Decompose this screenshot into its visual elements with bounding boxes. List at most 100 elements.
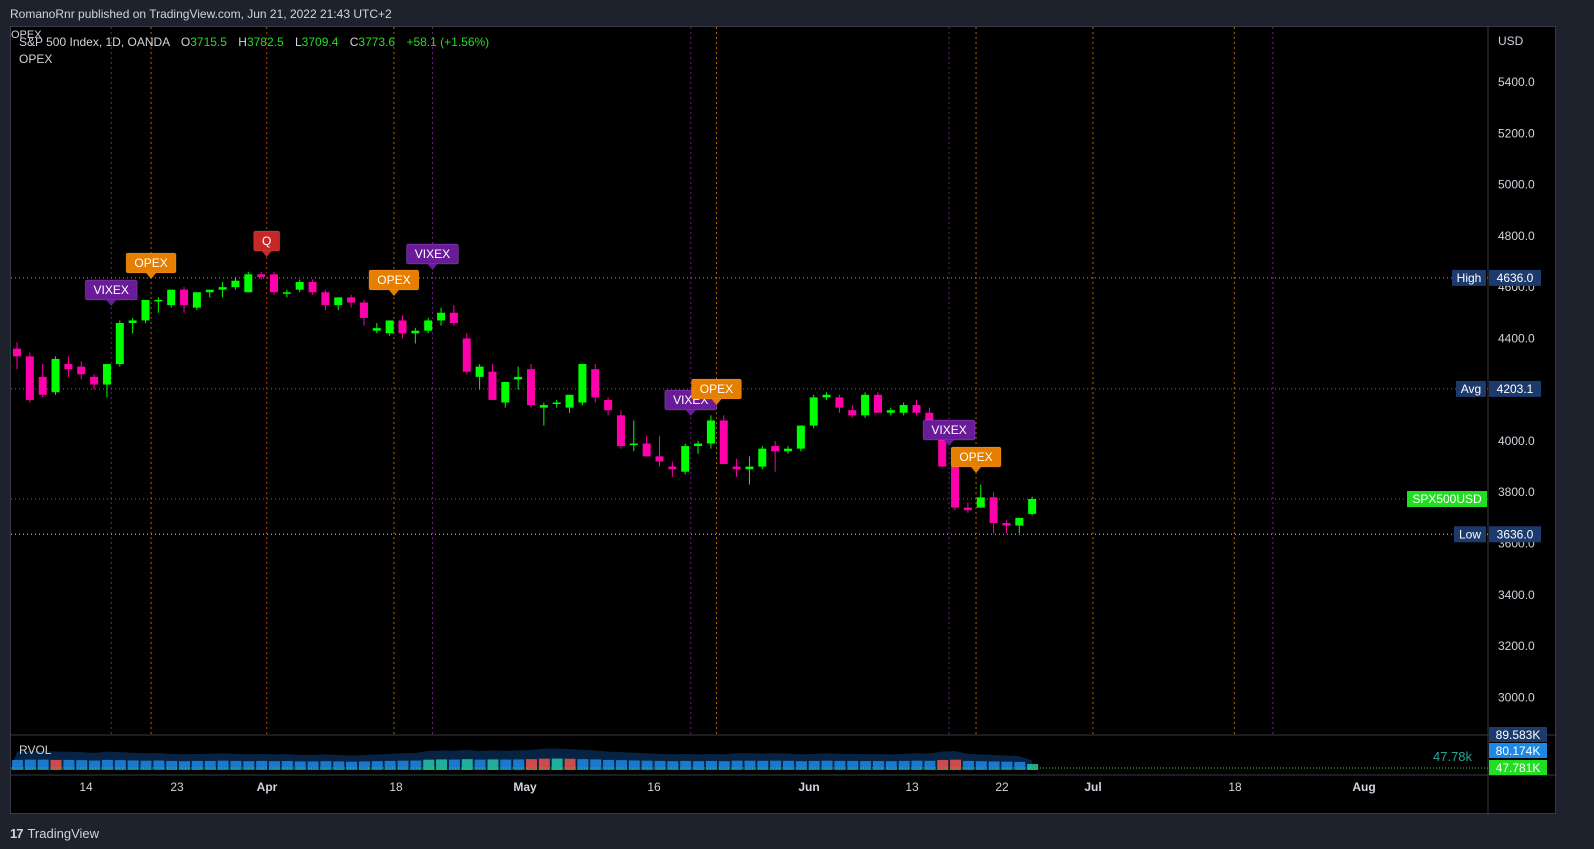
candle-body	[424, 320, 433, 331]
volume-bar	[127, 760, 139, 770]
candle-body	[822, 394, 831, 398]
event-vertical-lines	[110, 27, 1274, 735]
volume-bar	[1014, 761, 1026, 770]
legend-overlap-text: OPEX	[11, 29, 42, 41]
price-tick-label: 4000.0	[1498, 434, 1535, 448]
candle-body	[694, 443, 703, 447]
candle-body	[848, 410, 857, 416]
time-axis-label: Apr	[257, 780, 278, 794]
volume-bar	[307, 761, 319, 770]
candle-body	[321, 292, 330, 306]
candle-body	[565, 394, 574, 408]
volume-bar	[89, 760, 101, 770]
volume-bar	[12, 759, 23, 770]
volume-bar	[744, 760, 756, 770]
last-price-tag: SPX500USD	[1412, 492, 1482, 506]
volume-bar	[320, 761, 332, 770]
published-header: RomanoRnr published on TradingView.com, …	[10, 7, 392, 21]
volume-axis-label: 80.174K	[1496, 744, 1541, 758]
volume-bar	[269, 761, 280, 770]
volume-bar	[860, 761, 872, 770]
level-value-bg	[1489, 526, 1541, 543]
legend-ohlc: S&P 500 Index, 1D, OANDA O3715.5 H3782.5…	[19, 35, 489, 49]
event-badge-label: VIXEX	[415, 247, 450, 261]
time-axis[interactable]: 14 23 Apr 18 May 16 Jun 13 22 Jul 18 Aug	[79, 780, 1375, 794]
candle-body	[437, 312, 446, 321]
volume-bar	[718, 761, 730, 770]
volume-axis-bg	[1489, 760, 1547, 775]
candle-body	[668, 466, 677, 470]
volume-bar	[500, 759, 512, 770]
volume-bar	[628, 760, 640, 770]
volume-bar	[397, 760, 409, 770]
level-value-avg: 4203.1	[1497, 382, 1534, 396]
level-tag-bg	[1452, 269, 1486, 286]
candle-body	[963, 507, 972, 511]
indicator-label[interactable]: OPEX	[19, 52, 52, 66]
candle-body	[1015, 517, 1024, 526]
volume-bar	[603, 759, 615, 770]
volume-bar	[230, 760, 242, 770]
volume-bar	[37, 759, 49, 770]
legend-high: 3782.5	[247, 35, 284, 49]
volume-bar	[436, 759, 448, 770]
candle-body	[976, 497, 985, 508]
volume-axis-bg	[1489, 727, 1547, 742]
candle-body	[604, 399, 613, 411]
volume-bar	[101, 759, 113, 770]
volume-bar	[590, 759, 602, 770]
candle-body	[77, 366, 86, 375]
candle-body	[231, 280, 240, 288]
volume-bar	[795, 761, 807, 770]
volume-bar	[140, 760, 152, 770]
event-badge-pointer	[388, 290, 399, 296]
volume-bar	[924, 760, 936, 770]
time-axis-label: Aug	[1352, 780, 1375, 794]
volume-bar	[24, 759, 36, 770]
event-badge-label: OPEX	[700, 382, 733, 396]
volume-bar	[783, 760, 794, 770]
volume-bar	[526, 759, 537, 770]
volume-bar	[975, 761, 987, 770]
price-tick-label: 5200.0	[1498, 126, 1535, 140]
volume-bar	[821, 760, 833, 770]
candle-body	[861, 394, 870, 416]
candle-body	[13, 348, 21, 357]
volume-bar	[988, 761, 1000, 770]
candle-body	[912, 405, 921, 413]
volume-bar	[551, 758, 563, 770]
volume-bar	[770, 760, 782, 770]
candle-body	[64, 364, 73, 370]
event-badge-pointer	[146, 273, 157, 279]
candle-body	[51, 358, 60, 393]
volume-bar	[63, 759, 75, 770]
volume-bar	[1027, 763, 1039, 770]
volume-axis-label: 47.781K	[1496, 761, 1541, 775]
volume-axis-labels: 89.583K 80.174K 47.781K	[1489, 727, 1547, 775]
candle-body	[629, 443, 638, 446]
volume-bar	[217, 760, 229, 770]
legend-close: 3773.6	[358, 35, 395, 49]
price-tick-label: 4400.0	[1498, 331, 1535, 345]
volume-bar	[410, 760, 422, 770]
chart-frame[interactable]: VIXEX OPEX Q OPEX VIXEX VIXEX OPEX VIXEX OPEX OP…	[10, 26, 1557, 815]
candle-body	[616, 415, 625, 447]
event-badge-pointer	[685, 410, 696, 416]
time-axis-label: 14	[79, 780, 93, 794]
volume-bar	[179, 761, 191, 770]
candle-body	[784, 448, 792, 452]
volume-bar	[950, 759, 962, 770]
footer-brand[interactable]: TradingView	[27, 826, 100, 841]
volume-bar	[114, 760, 126, 770]
candle-body	[282, 292, 291, 294]
candle-body	[514, 376, 523, 380]
rvol-label[interactable]: RVOL	[19, 743, 52, 757]
legend-change: +58.1 (+1.56%)	[406, 35, 489, 49]
candle-body	[938, 435, 947, 467]
last-price-tag-bg	[1407, 491, 1487, 508]
candle-body	[102, 364, 111, 385]
volume-bar	[654, 760, 666, 770]
volume-bar	[50, 759, 62, 770]
event-badge-label: Q	[262, 234, 271, 248]
